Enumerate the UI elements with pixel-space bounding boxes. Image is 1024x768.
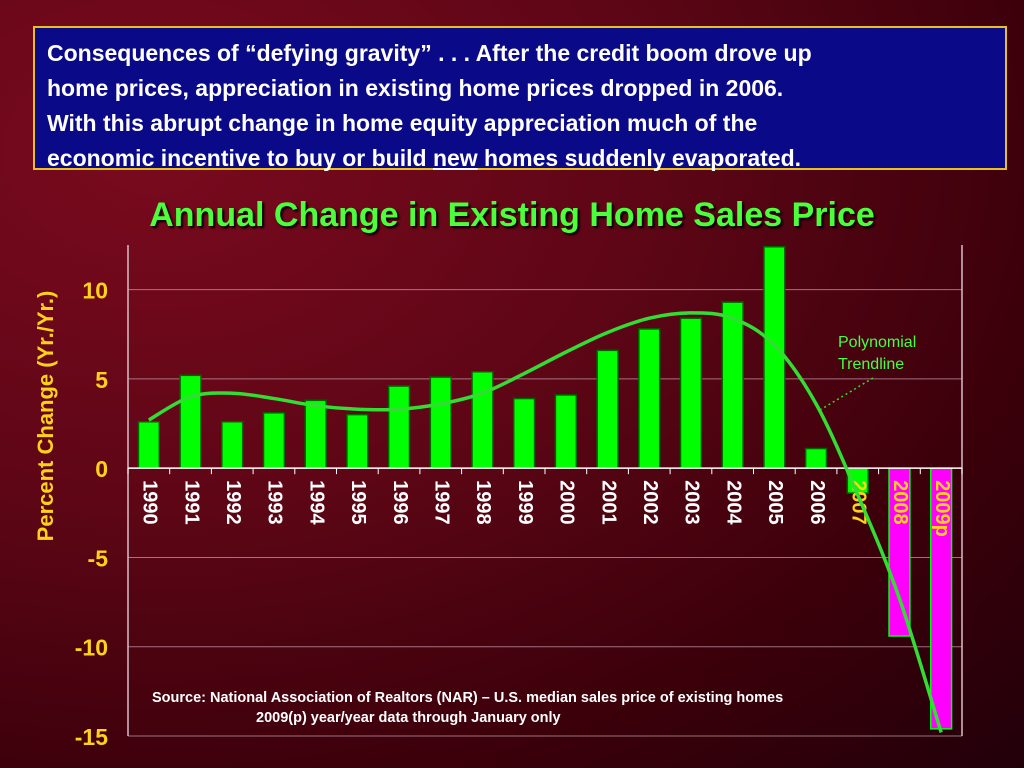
x-tick-label: 2009p: [931, 480, 953, 537]
bar: [346, 413, 369, 469]
x-tick-label: 2001: [597, 480, 619, 525]
x-tick-label: 2008: [889, 480, 911, 525]
x-tick-label: 1997: [430, 480, 452, 525]
bar: [554, 394, 578, 469]
bar: [804, 447, 828, 469]
bar: [679, 317, 703, 469]
y-tick-label: -5: [88, 545, 109, 571]
callout-line-4-end: homes suddenly evaporated.: [477, 145, 802, 171]
source-line-1: Source: National Association of Realtors…: [152, 690, 784, 706]
bar: [638, 328, 661, 469]
x-tick-label: 2006: [806, 480, 828, 525]
callout-line-2: home prices, appreciation in existing ho…: [47, 75, 784, 101]
x-tick-label: 1998: [472, 480, 494, 525]
bar: [304, 399, 327, 469]
trendline: [147, 311, 943, 733]
x-tick-label: 1999: [514, 480, 536, 525]
source-line-2: 2009(p) year/year data through January o…: [256, 710, 561, 726]
bar: [137, 421, 161, 469]
explanation-callout: Consequences of “defying gravity” . . . …: [33, 26, 1007, 171]
x-tick-label: 2000: [556, 480, 578, 525]
x-tick-label: 1994: [305, 480, 327, 525]
x-tick-label: 2002: [639, 480, 661, 525]
x-tick-label: 1996: [389, 480, 411, 525]
bar: [721, 301, 744, 469]
trendline-label: Polynomial Trendline: [838, 334, 917, 373]
x-tick-label: 1990: [139, 480, 161, 525]
bar: [471, 371, 494, 469]
callout-line-4-start: economic incentive to buy or build: [47, 145, 433, 171]
bar: [512, 397, 536, 469]
x-tick-label: 1992: [222, 480, 244, 525]
y-tick-label: -15: [75, 724, 108, 750]
x-tick-label: 2003: [681, 480, 703, 525]
chart-title: Annual Change in Existing Home Sales Pri…: [149, 196, 875, 234]
x-tick-label: 2005: [764, 480, 786, 525]
callout-line-1: Consequences of “defying gravity” . . . …: [47, 40, 812, 66]
x-tick-label: 1993: [264, 480, 286, 525]
callout-underlined-word: new: [432, 145, 478, 171]
y-tick-label: 5: [95, 367, 108, 393]
y-tick-label: 0: [95, 456, 108, 482]
x-tick-label: 2004: [722, 480, 744, 525]
callout-line-3: With this abrupt change in home equity a…: [47, 110, 758, 136]
x-tick-label: 1995: [347, 480, 369, 525]
source-note: Source: National Association of Realtors…: [152, 688, 912, 728]
bar: [763, 246, 786, 469]
bar: [387, 385, 411, 469]
y-tick-label: 10: [82, 278, 108, 304]
x-tick-label: 1991: [180, 480, 202, 525]
trendline-leader: [819, 377, 874, 411]
bar: [429, 376, 452, 469]
bar: [221, 421, 244, 469]
y-tick-label: -10: [75, 635, 108, 661]
bar: [179, 374, 202, 469]
bar: [596, 349, 619, 469]
bar: [262, 412, 286, 469]
